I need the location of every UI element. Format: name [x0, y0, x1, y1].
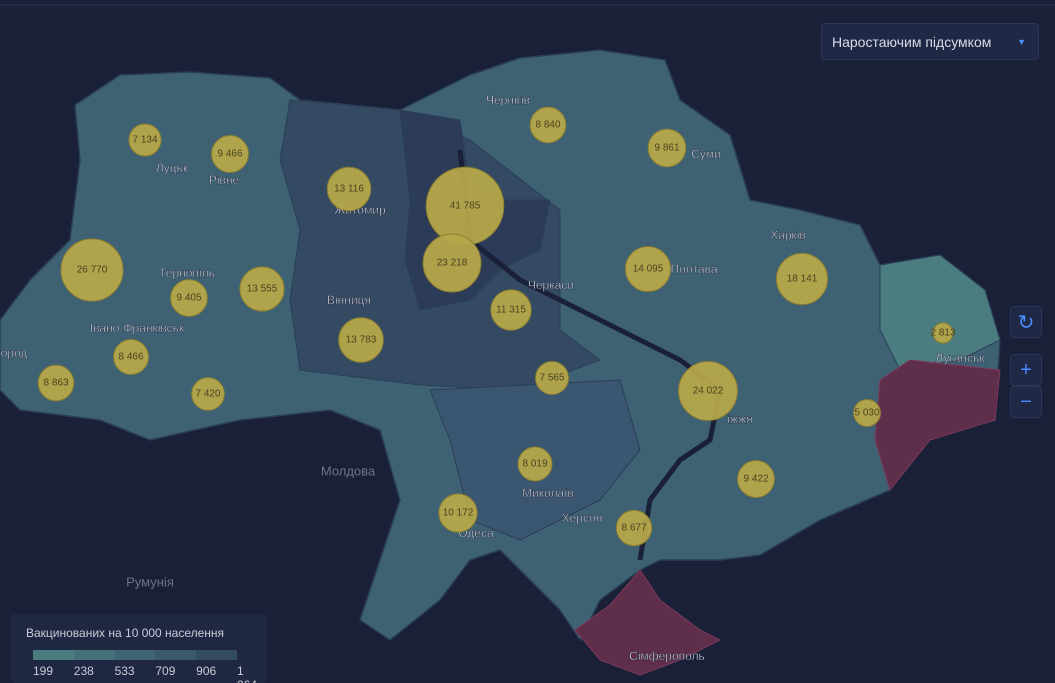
city-label: Луганськ: [936, 351, 986, 365]
legend-tick-label: 1 264: [236, 664, 257, 683]
bubble-label: 26 770: [77, 265, 108, 276]
bubble: [438, 493, 478, 533]
dropdown-caret: ▼: [1017, 36, 1026, 47]
country-label: Молдова: [321, 463, 376, 478]
bubble: [932, 322, 954, 344]
bubble: [624, 245, 672, 293]
bubble-label: 7 420: [195, 389, 220, 400]
bubble: [775, 252, 829, 306]
bubble: [615, 509, 653, 547]
bubble: [737, 460, 775, 498]
legend-title: Вакцинованих на 10 000 населення: [26, 626, 225, 640]
occupied-east: [874, 359, 1001, 492]
legend-tick-label: 709: [155, 664, 176, 678]
bubble: [239, 266, 285, 312]
bubble: [647, 128, 687, 168]
bubble-label: 14 095: [633, 264, 664, 275]
bubble: [113, 339, 149, 375]
zoom-in-button[interactable]: +: [1010, 354, 1042, 386]
bubble-label: 13 555: [247, 284, 278, 295]
bubble-label: 8 863: [43, 378, 68, 389]
bubble-label: 9 405: [176, 293, 201, 304]
bubble: [422, 233, 482, 293]
city-label: Чернігів: [486, 93, 530, 107]
legend-swatch: [33, 650, 74, 660]
bubble: [517, 446, 553, 482]
legend-ticks: 199 238 533 709 906 1 264: [11, 664, 267, 683]
bubble-label: 13 116: [334, 184, 364, 195]
city-label: іжжя: [727, 412, 752, 426]
refresh-button[interactable]: ↻: [1010, 306, 1042, 338]
bubble-label: 18 141: [787, 274, 818, 285]
bubble: [490, 289, 532, 331]
bubble: [60, 238, 124, 302]
legend-swatch: [196, 650, 237, 660]
bubble-label: 9 861: [654, 143, 679, 154]
bubble: [853, 399, 881, 427]
bubble: [37, 364, 75, 402]
dropdown-text: Наростаючим підсумком: [832, 33, 992, 50]
bubble: [338, 317, 384, 363]
city-label: Івано-Франківськ: [90, 321, 185, 335]
bubble-label: 7 134: [132, 135, 157, 146]
city-label: Суми: [691, 147, 720, 161]
legend-tick-label: 199: [32, 664, 54, 678]
city-label: Херсон: [562, 511, 603, 525]
bubble-label: 7 565: [539, 373, 564, 384]
bubble-label: 8 466: [118, 352, 143, 363]
legend-swatch: [114, 650, 156, 660]
city-label: Харків: [770, 228, 806, 242]
bubble-label: 8 840: [535, 120, 560, 131]
bubble-label: 13 783: [346, 335, 377, 346]
legend-swatch: [155, 650, 197, 660]
bubble-label: 9 466: [217, 149, 242, 160]
city-label: город: [0, 346, 27, 360]
bubble: [170, 279, 208, 317]
bubble-label: 5 030: [854, 408, 879, 419]
city-label: Тернопіль: [159, 266, 215, 280]
legend-tick-label: 533: [114, 664, 135, 678]
region-shape: [879, 254, 1001, 371]
legend-tick-label: 906: [196, 664, 217, 678]
bubble-label: 9 422: [743, 474, 768, 485]
legend-swatch: [73, 650, 115, 660]
bubble: [326, 166, 372, 212]
bubble-label: 8 677: [621, 523, 646, 534]
city-label: Сімферополь: [629, 649, 705, 663]
city-label: Рівне: [209, 173, 240, 187]
city-label: Миколаїв: [522, 486, 574, 500]
bubble: [191, 377, 225, 411]
legend-bar: [33, 650, 237, 660]
crimea: [574, 569, 722, 676]
bubble: [534, 360, 570, 396]
bubble: [678, 361, 738, 421]
city-label: Луцьк: [156, 161, 189, 175]
city-label: Черкаси: [528, 278, 574, 292]
river: [457, 149, 723, 561]
bubble-label: 41 785: [450, 201, 481, 212]
bubble: [211, 135, 249, 173]
city-label: Вінниця: [327, 293, 371, 307]
legend: Вакцинованих на 10 000 населення 199 238 5…: [11, 614, 267, 683]
bubble-label: 23 218: [437, 258, 468, 269]
bubble-label: 10 172: [443, 508, 474, 519]
city-label: Полтава: [671, 262, 718, 276]
bubble-label: 24 022: [693, 386, 724, 397]
bubble-label: 2 813: [930, 328, 955, 339]
bubble-label: 11 315: [496, 305, 526, 316]
dropdown[interactable]: Наростаючим підсумком ▼: [821, 23, 1039, 60]
country-label: Румунія: [126, 574, 174, 589]
zoom-out-button[interactable]: −: [1010, 386, 1042, 418]
bubble: [128, 123, 162, 157]
legend-tick-label: 238: [73, 664, 94, 678]
bubble: [529, 106, 567, 144]
bubble-label: 8 019: [522, 459, 547, 470]
